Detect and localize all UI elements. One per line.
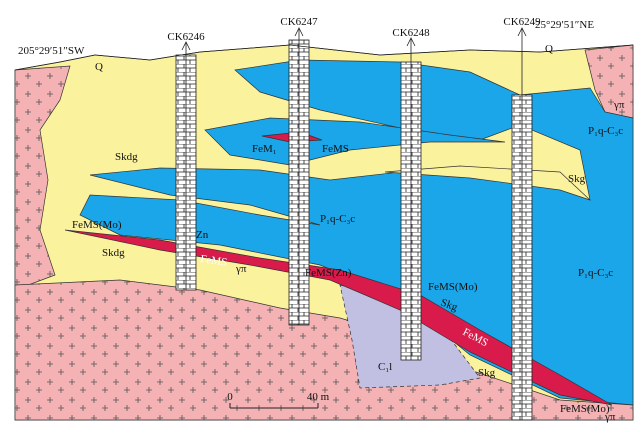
unit-label: P₁q-C₃c xyxy=(578,267,613,279)
coord-left: 205°29′51″SW xyxy=(18,45,85,57)
unit-label: FeMS xyxy=(200,253,228,269)
unit-label: FeMS(Zn) xyxy=(305,267,352,279)
unit-label: FeM₁ xyxy=(252,143,277,155)
unit-label: Zn xyxy=(196,229,209,241)
scale-bar xyxy=(229,403,319,409)
unit-label: γπ xyxy=(604,411,616,423)
coord-right: 25°29′51″NE xyxy=(535,19,594,31)
topography xyxy=(14,44,634,71)
unit-label: Skdg xyxy=(102,247,125,259)
unit-label: P₁q-C₃c xyxy=(320,213,355,225)
skarn-band xyxy=(384,165,591,201)
borehole-label: CK6246 xyxy=(167,31,205,43)
unit-label: Skg xyxy=(568,173,586,185)
unit-label: γπ xyxy=(613,99,625,111)
unit-label: Skg xyxy=(439,297,460,314)
borehole-columns xyxy=(175,27,533,421)
borehole-label: CK6248 xyxy=(392,27,430,39)
unit-labels: Q Q Skdg Skdg γπ γπ γπ FeM₁ FeMS P₁q-C₃c… xyxy=(72,43,625,423)
unit-label: FeMS(Mo) xyxy=(560,403,610,415)
marble xyxy=(204,117,506,166)
scale-label: 0 xyxy=(227,391,233,403)
borehole-label: CK6247 xyxy=(280,16,318,28)
unit-label: FeMS(Mo) xyxy=(72,219,122,231)
unit-label: FeMS xyxy=(322,143,349,155)
unit-label: P₁q-C₃c xyxy=(588,125,623,137)
ore-body xyxy=(64,229,613,406)
unit-label: FeMS(Mo) xyxy=(428,281,478,293)
unit-label: Skdg xyxy=(115,151,138,163)
scale-label: 40 m xyxy=(307,391,330,403)
unit-label: Q xyxy=(95,61,103,73)
unit-label: Q xyxy=(545,43,553,55)
unit-label: C₁l xyxy=(378,361,392,373)
unit-label: Skg xyxy=(478,367,496,379)
unit-label: γπ xyxy=(235,263,247,275)
borehole-label: CK6249 xyxy=(503,16,541,28)
